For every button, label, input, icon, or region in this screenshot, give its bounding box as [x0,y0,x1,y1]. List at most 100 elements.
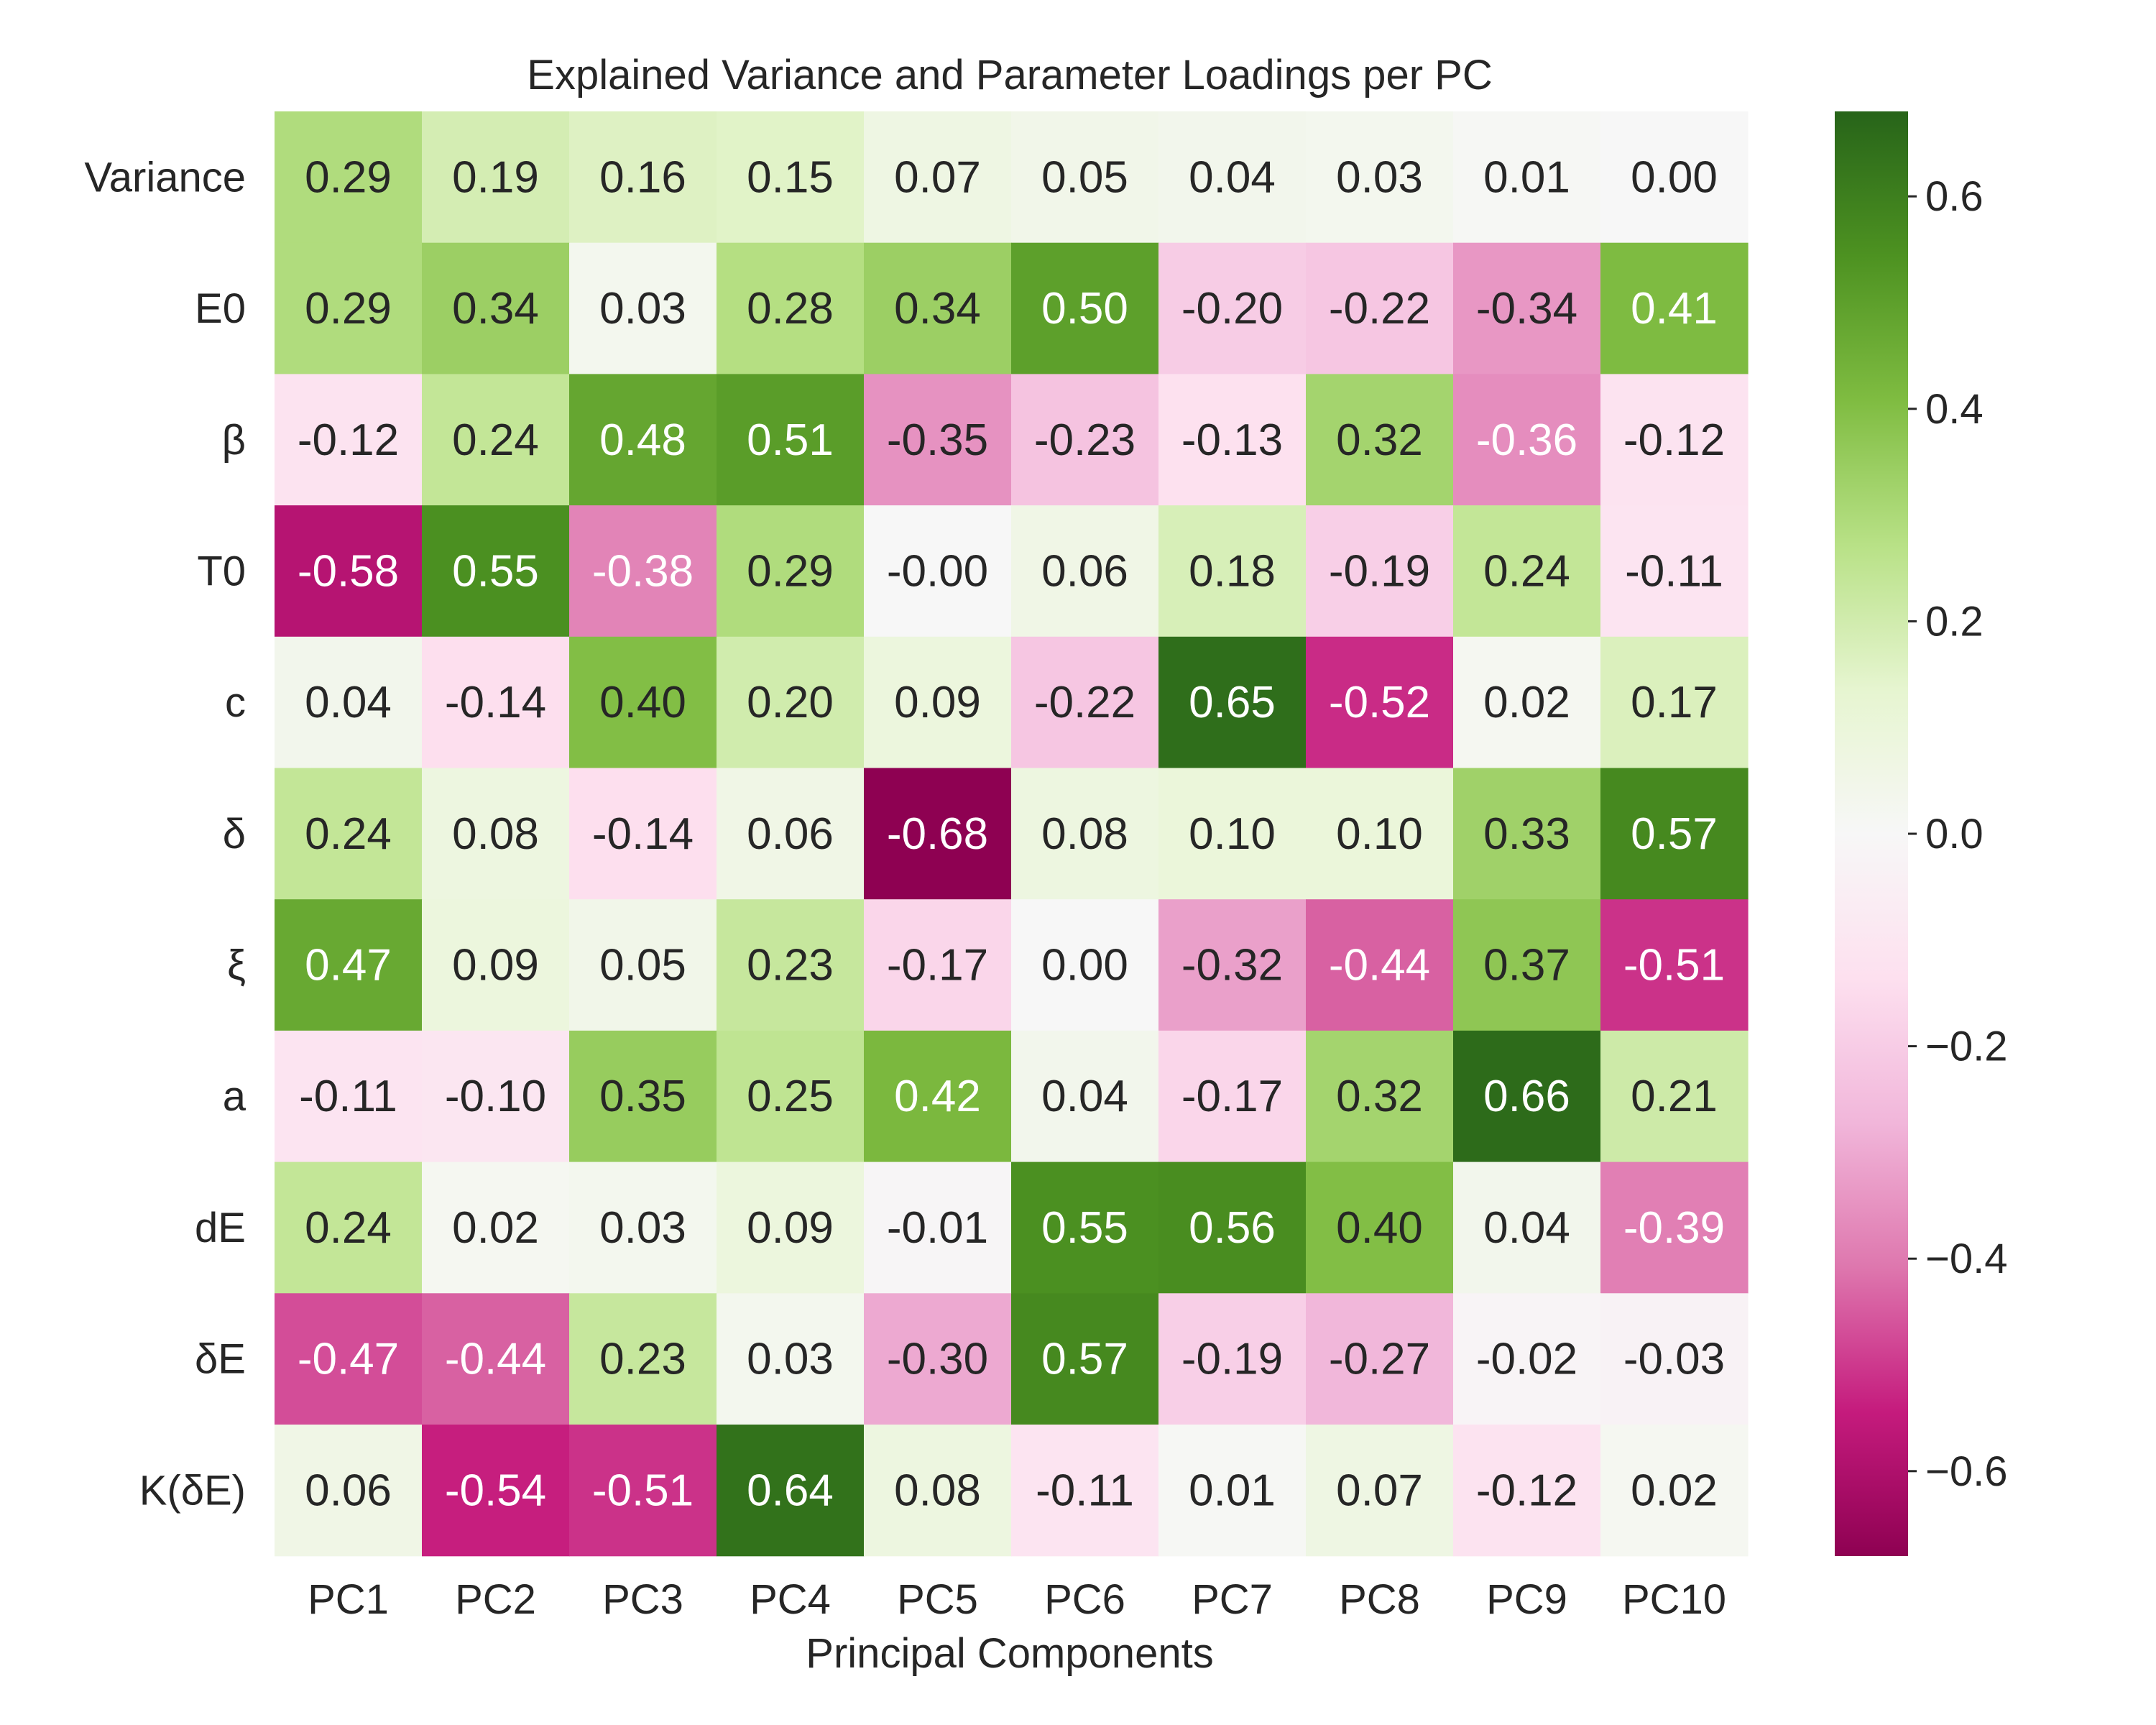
cell-value-label: 0.24 [452,415,539,465]
heatmap-cell [422,899,570,1031]
heatmap-cell [569,374,717,506]
chart-title: Explained Variance and Parameter Loading… [527,52,1492,98]
colorbar-tick-label: 0.4 [1925,386,1984,433]
cell-value-label: -0.47 [298,1335,399,1384]
heatmap-cell [1011,768,1159,900]
cell-value-label: 0.05 [599,941,686,990]
heatmap-cell [1306,111,1454,244]
cell-value-label: 0.50 [1041,284,1128,334]
cell-value-label: 0.00 [1041,941,1128,990]
cell-value-label: 0.37 [1483,941,1570,990]
cell-value-label: -0.35 [887,415,988,465]
y-tick-label: Variance [84,154,246,201]
heatmap-cell [275,1162,423,1294]
heatmap-cell [569,505,717,638]
cell-value-label: -0.19 [1181,1335,1283,1384]
cell-value-label: 0.06 [747,809,834,859]
heatmap-cell [275,1030,423,1163]
y-tick-label: δE [195,1336,246,1383]
heatmap-cell [1306,1293,1454,1425]
cell-value-label: 0.01 [1189,1466,1276,1515]
cell-value-label: -0.13 [1181,415,1283,465]
cell-value-label: -0.11 [299,1072,397,1121]
heatmap-cell [1453,1162,1601,1294]
cell-value-label: 0.51 [747,415,834,465]
heatmap-cell [1453,505,1601,638]
colorbar-tick-label: 0.6 [1925,173,1984,220]
y-tick-label: β [222,417,246,464]
heatmap-cell [717,1425,865,1557]
heatmap-cell [717,111,865,244]
cell-value-label: 0.23 [747,941,834,990]
cell-value-label: -0.54 [445,1466,546,1515]
cell-value-label: 0.06 [305,1466,392,1515]
heatmap-cell [1306,1425,1454,1557]
heatmap-cell [1600,1030,1749,1163]
cell-value-label: 0.28 [747,284,834,334]
heatmap-cell [275,768,423,900]
cell-value-label: 0.57 [1631,809,1718,859]
heatmap-cell [864,1030,1012,1163]
heatmap-cell [1600,768,1749,900]
cell-value-label: -0.10 [445,1072,546,1121]
cell-value-label: 0.02 [1631,1466,1718,1515]
cell-value-label: -0.03 [1623,1335,1725,1384]
cell-value-label: 0.10 [1336,809,1423,859]
cell-value-label: 0.09 [894,678,981,727]
x-tick-label: PC4 [750,1576,831,1623]
y-tick-label: dE [195,1205,246,1251]
heatmap-cell [717,1293,865,1425]
heatmap-cell [717,1030,865,1163]
cell-value-label: -0.44 [445,1335,546,1384]
heatmap-cell [1600,374,1749,506]
cell-value-label: 0.55 [1041,1203,1128,1253]
heatmap-cell [1453,1425,1601,1557]
cell-value-label: -0.22 [1329,284,1430,334]
cell-value-label: -0.12 [1623,415,1725,465]
heatmap-cells [275,111,1749,1557]
heatmap-cell [1453,899,1601,1031]
cell-value-label: 0.01 [1483,152,1570,202]
x-tick-label: PC8 [1339,1576,1420,1623]
heatmap-cell [1011,242,1159,374]
heatmap-cell [569,242,717,374]
heatmap-cell [717,1162,865,1294]
heatmap-cell [275,1425,423,1557]
cell-value-label: -0.19 [1329,546,1430,596]
heatmap-cell [1453,1030,1601,1163]
colorbar [1835,111,1908,1556]
cell-value-label: -0.12 [1476,1466,1577,1515]
cell-value-label: -0.11 [1625,546,1723,596]
heatmap-cell [1011,374,1159,506]
heatmap-cell [1158,1425,1307,1557]
heatmap-cell [422,505,570,638]
heatmap-cell [864,1293,1012,1425]
heatmap-cell [422,1030,570,1163]
heatmap-cell [422,636,570,769]
heatmap-cell [275,242,423,374]
heatmap-cell [1011,899,1159,1031]
heatmap-cell [1158,1030,1307,1163]
heatmap-cell [1306,505,1454,638]
heatmap-cell [1158,768,1307,900]
cell-value-label: -0.11 [1036,1466,1134,1515]
cell-value-label: 0.55 [452,546,539,596]
heatmap-cell [1011,1030,1159,1163]
cell-value-label: 0.00 [1631,152,1718,202]
cell-value-label: 0.24 [1483,546,1570,596]
heatmap-cell [1600,242,1749,374]
cell-value-label: 0.34 [452,284,539,334]
heatmap-cell [1600,111,1749,244]
cell-value-label: 0.04 [1483,1203,1570,1253]
cell-value-label: 0.20 [747,678,834,727]
heatmap-cell [569,1425,717,1557]
cell-value-label: -0.32 [1181,941,1283,990]
heatmap-cell [1306,1030,1454,1163]
heatmap-cell [1011,111,1159,244]
y-tick-label: a [223,1073,247,1120]
cell-value-label: -0.44 [1329,941,1430,990]
cell-value-label: 0.24 [305,809,392,859]
y-tick-label: E0 [195,285,246,332]
cell-value-label: 0.29 [747,546,834,596]
